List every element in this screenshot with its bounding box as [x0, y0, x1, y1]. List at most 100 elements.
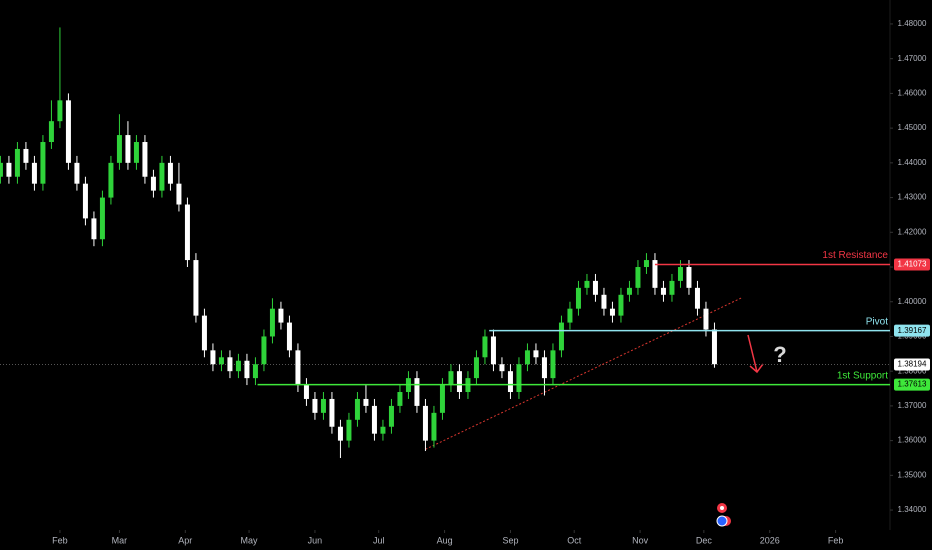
x-tick-label: 2026 — [760, 535, 780, 545]
candle-body — [363, 398, 369, 406]
candle-body — [278, 308, 284, 323]
x-tick-label: Sep — [502, 535, 518, 545]
y-tick-label: 1.35000 — [898, 470, 927, 479]
y-tick-label: 1.48000 — [898, 19, 927, 28]
y-tick-label: 1.44000 — [898, 158, 927, 167]
candle-body — [40, 142, 46, 184]
candle-body — [388, 405, 394, 427]
last-price-tag — [894, 358, 930, 371]
candle-body — [125, 135, 131, 163]
candle-body — [482, 336, 488, 358]
candle-body — [320, 398, 326, 413]
candle-body — [218, 357, 224, 365]
trendline — [425, 297, 743, 450]
y-tick-label: 1.38000 — [898, 366, 927, 375]
candle-body — [643, 260, 649, 268]
x-tick-label: Nov — [632, 535, 649, 545]
x-tick-label: May — [241, 535, 259, 545]
candle-body — [14, 148, 20, 177]
candle-body — [337, 426, 343, 441]
candle-body — [0, 162, 3, 177]
candle-body — [592, 280, 598, 295]
candle-body — [82, 183, 88, 219]
y-tick-label: 1.47000 — [898, 54, 927, 63]
candle-body — [235, 360, 241, 372]
x-tick-label: Oct — [567, 535, 582, 545]
x-tick-label: Apr — [178, 535, 192, 545]
candle-body — [414, 378, 420, 406]
x-tick-label: Feb — [52, 535, 68, 545]
candle-body — [686, 267, 692, 288]
candle-body — [108, 162, 114, 198]
x-tick-label: Aug — [437, 535, 453, 545]
candle-body — [6, 162, 12, 177]
level-tag-label: 1.39167 — [898, 326, 927, 335]
y-tick-label: 1.40000 — [898, 297, 927, 306]
candle-body — [244, 360, 250, 379]
candle-body — [601, 294, 607, 309]
candle-body — [133, 142, 139, 163]
level-tag — [894, 258, 930, 271]
candle-body — [295, 350, 301, 386]
candle-body — [635, 267, 641, 288]
candle-body — [490, 336, 496, 365]
candle-body — [448, 371, 454, 386]
x-tick-label: Dec — [696, 535, 713, 545]
y-tick-label: 1.37000 — [898, 401, 927, 410]
candle-body — [652, 260, 658, 288]
candle-body — [618, 294, 624, 316]
candle-body — [193, 260, 199, 316]
level-label: 1st Resistance — [822, 250, 888, 261]
level-tag — [894, 324, 930, 337]
candle-body — [516, 364, 522, 393]
y-tick-label: 1.46000 — [898, 89, 927, 98]
candle-body — [473, 357, 479, 379]
candle-body — [422, 405, 428, 441]
x-tick-label: Jul — [373, 535, 385, 545]
candle-body — [261, 336, 267, 365]
candle-body — [541, 357, 547, 379]
candle-body — [703, 308, 709, 330]
candle-body — [456, 371, 462, 393]
candle-body — [210, 350, 216, 365]
level-tag — [894, 378, 930, 391]
event-icon — [716, 515, 728, 527]
candle-body — [575, 287, 581, 309]
level-tag-label: 1.37613 — [898, 380, 927, 389]
candle-body — [371, 405, 377, 434]
y-tick-label: 1.34000 — [898, 505, 927, 514]
level-tag-label: 1.41073 — [898, 260, 927, 269]
candle-body — [286, 322, 292, 351]
candle-body — [711, 329, 717, 365]
candle-body — [184, 204, 190, 261]
candle-body — [48, 121, 54, 143]
candle-body — [550, 350, 556, 379]
x-tick-label: Jun — [308, 535, 323, 545]
candle-body — [312, 398, 318, 413]
candle-body — [669, 280, 675, 295]
candle-body — [431, 412, 437, 441]
candle-body — [167, 162, 173, 184]
candle-body — [626, 287, 632, 295]
x-tick-label: Mar — [112, 535, 128, 545]
x-tick-label: Feb — [828, 535, 844, 545]
candle-body — [660, 287, 666, 295]
candle-body — [354, 398, 360, 420]
candle-body — [176, 183, 182, 205]
candle-body — [524, 350, 530, 365]
candle-body — [31, 162, 37, 184]
candle-body — [269, 308, 275, 337]
candle-body — [23, 148, 29, 163]
candle-body — [507, 371, 513, 393]
question-mark: ? — [773, 342, 786, 367]
candle-body — [116, 135, 122, 163]
candle-body — [584, 280, 590, 288]
candle-body — [694, 287, 700, 309]
last-price-label: 1.38194 — [898, 360, 927, 369]
event-icon-dot — [720, 506, 724, 510]
candle-body — [397, 392, 403, 406]
y-tick-label: 1.36000 — [898, 436, 927, 445]
candle-body — [201, 315, 207, 351]
candle-body — [346, 419, 352, 441]
